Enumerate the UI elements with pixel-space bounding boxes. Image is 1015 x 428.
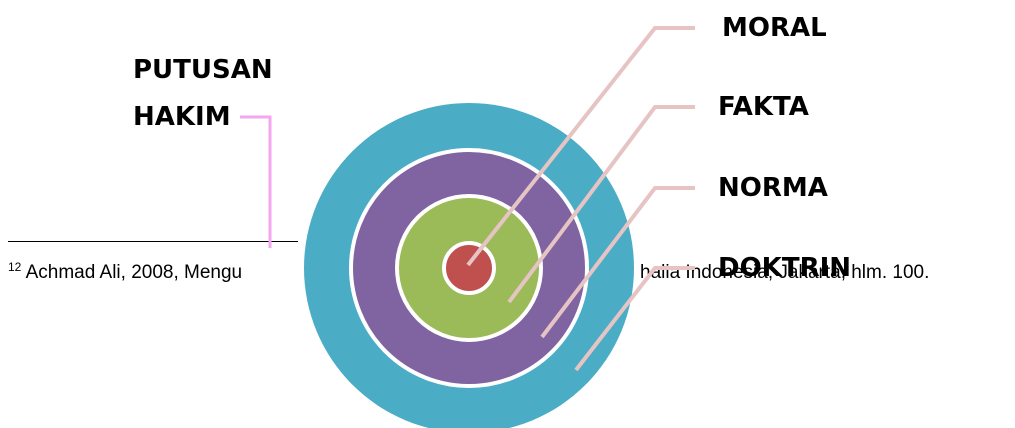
label-moral: MORAL xyxy=(722,13,827,43)
footnote-text-before: Achmad Ali, 2008, Mengu xyxy=(21,262,243,283)
leader-doktrin xyxy=(574,266,695,372)
footnote-number: 12 xyxy=(8,260,22,274)
label-doktrin: DOKTRIN xyxy=(718,253,852,283)
leader-fakta xyxy=(507,105,695,304)
center-moral xyxy=(442,241,496,295)
label-putusan: PUTUSAN xyxy=(133,55,273,85)
leader-putusan-hakim xyxy=(240,115,272,248)
leader-norma xyxy=(540,186,695,339)
footnote: 12 Achmad Ali, 2008, Mengu xyxy=(8,260,243,284)
footnote-text-after: halia Indonesia, Jakarta, hlm. 100. xyxy=(640,262,930,283)
footnote-continuation: halia Indonesia, Jakarta, hlm. 100. xyxy=(640,262,929,284)
label-norma: NORMA xyxy=(718,173,828,203)
label-hakim: HAKIM xyxy=(133,102,231,132)
label-fakta: FAKTA xyxy=(718,92,809,122)
footnote-rule xyxy=(8,241,298,242)
leader-moral xyxy=(466,26,695,267)
